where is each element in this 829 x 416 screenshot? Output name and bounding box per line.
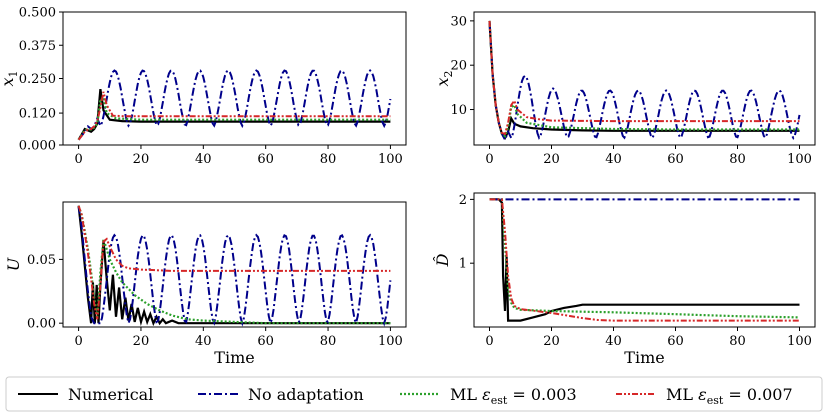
xtick-label-x2-0: 0 bbox=[485, 152, 493, 167]
xtick-label-U-100: 100 bbox=[378, 334, 403, 349]
ytick-label-x1-0.500: 0.500 bbox=[19, 6, 56, 21]
legend-ml-003-eps: ε bbox=[482, 385, 491, 404]
series-D-numerical bbox=[489, 198, 800, 322]
ytick-label-U-0.05: 0.05 bbox=[27, 253, 56, 268]
xlabel-U: Time bbox=[214, 348, 254, 367]
panel-D: 0 20 40 60 80 100 1 2 D̂ Time bbox=[433, 192, 816, 367]
series-U-ml_007 bbox=[77, 205, 391, 320]
panel-x2: 0 20 40 60 80 100 10 20 30 x2 bbox=[433, 11, 816, 167]
xtick-label-D-0: 0 bbox=[485, 334, 493, 349]
xtick-label-x2-100: 100 bbox=[787, 152, 812, 167]
legend: Numerical No adaptation ML εest = 0.003 … bbox=[5, 376, 823, 412]
xtick-label-U-0: 0 bbox=[74, 334, 82, 349]
legend-ml-007-sub: est bbox=[707, 394, 724, 407]
xtick-label-x2-40: 40 bbox=[605, 152, 622, 167]
legend-ml-007-val: = 0.007 bbox=[723, 385, 792, 404]
series-x2-no_adaptation bbox=[488, 20, 801, 143]
ytick-label-D-1: 1 bbox=[459, 257, 467, 272]
legend-ml-007-eps: ε bbox=[698, 385, 707, 404]
series-U-no_adaptation bbox=[77, 205, 392, 327]
xtick-label-x1-40: 40 bbox=[195, 152, 212, 167]
xtick-label-D-100: 100 bbox=[787, 334, 812, 349]
ytick-label-U-0.00: 0.00 bbox=[27, 317, 56, 332]
ytick-label-x1-0.250: 0.250 bbox=[19, 72, 56, 87]
ytick-label-x2-20: 20 bbox=[450, 59, 467, 74]
series-U-ml_003 bbox=[77, 205, 391, 325]
series-x1-no_adaptation bbox=[77, 69, 392, 141]
xtick-label-x1-0: 0 bbox=[74, 152, 82, 167]
ylabel-x2: x2 bbox=[433, 70, 455, 86]
xtick-label-D-60: 60 bbox=[667, 334, 684, 349]
ylabel-U: U bbox=[4, 257, 23, 271]
xtick-label-U-40: 40 bbox=[195, 334, 212, 349]
legend-label-numerical: Numerical bbox=[68, 385, 153, 404]
series-x1-ml_007 bbox=[77, 91, 391, 141]
xtick-label-D-20: 20 bbox=[543, 334, 560, 349]
axes-frame-U bbox=[62, 201, 407, 328]
ylabel-x1: x1 bbox=[0, 70, 20, 86]
ytick-label-x2-30: 30 bbox=[450, 14, 467, 29]
xtick-label-U-60: 60 bbox=[257, 334, 274, 349]
xlabel-D: Time bbox=[624, 348, 664, 367]
axes-frame-D bbox=[473, 192, 816, 328]
ytick-label-x1-0.000: 0.000 bbox=[19, 139, 56, 154]
xtick-label-x2-80: 80 bbox=[729, 152, 746, 167]
xtick-label-U-20: 20 bbox=[133, 334, 150, 349]
xtick-label-x1-100: 100 bbox=[378, 152, 403, 167]
legend-label-no-adaptation: No adaptation bbox=[248, 385, 364, 404]
series-D-ml_003 bbox=[489, 198, 800, 319]
xtick-label-x2-60: 60 bbox=[667, 152, 684, 167]
legend-label-ml-003: ML εest = 0.003 bbox=[450, 385, 577, 407]
xtick-label-x2-20: 20 bbox=[543, 152, 560, 167]
ylabel-D: D̂ bbox=[433, 253, 452, 267]
ytick-label-x1-0.375: 0.375 bbox=[19, 39, 56, 54]
legend-label-ml-007: ML εest = 0.007 bbox=[666, 385, 793, 407]
xtick-label-x1-80: 80 bbox=[320, 152, 337, 167]
panel-U: 0 20 40 60 80 100 0.00 0.05 U Time bbox=[4, 201, 407, 367]
xtick-label-U-80: 80 bbox=[320, 334, 337, 349]
legend-ml-003-prefix: ML bbox=[450, 385, 482, 404]
legend-ml-007-prefix: ML bbox=[666, 385, 698, 404]
xtick-label-D-40: 40 bbox=[605, 334, 622, 349]
legend-ml-003-sub: est bbox=[491, 394, 508, 407]
xtick-label-D-80: 80 bbox=[729, 334, 746, 349]
axes-frame-x2 bbox=[473, 11, 816, 146]
xtick-label-x1-60: 60 bbox=[257, 152, 274, 167]
series-x2-ml_007 bbox=[488, 20, 800, 136]
legend-ml-003-val: = 0.003 bbox=[507, 385, 576, 404]
panel-x1: 0 20 40 60 80 100 0.000 0.120 0.250 0.375 0.500 x1 bbox=[0, 6, 407, 167]
ytick-label-D-2: 2 bbox=[459, 193, 467, 208]
ytick-label-x1-0.120: 0.120 bbox=[19, 107, 56, 122]
xtick-label-x1-20: 20 bbox=[133, 152, 150, 167]
ytick-label-x2-10: 10 bbox=[450, 103, 467, 118]
series-D-ml_007 bbox=[489, 198, 800, 322]
